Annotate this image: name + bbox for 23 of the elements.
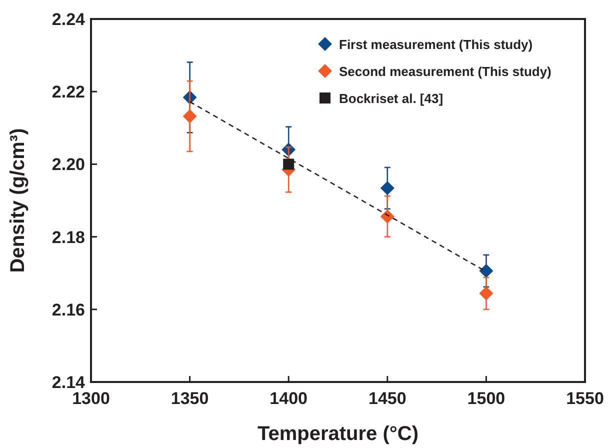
x-tick-label: 1500 [467,389,506,408]
y-tick-label: 2.22 [52,82,85,102]
y-tick-label: 2.14 [52,373,86,392]
y-tick-label: 2.20 [52,155,85,174]
x-tick-label: 1300 [72,389,110,408]
point [479,286,494,300]
x-tick-label: 1400 [270,389,308,408]
y-tick-label: 2.16 [52,300,85,320]
x-tick-label: 1350 [170,389,209,408]
point [283,158,294,170]
legend-label: First measurement (This study) [339,37,533,52]
y-axis-title: Density (g/cm³) [7,128,29,273]
point [479,264,494,278]
point [380,209,394,224]
point [380,181,394,196]
x-tick-label: 1450 [368,389,406,408]
point [182,109,197,124]
x-axis-title: Temperature (°C) [258,423,418,445]
y-tick-label: 2.18 [52,228,85,247]
x-tick-label: 1550 [566,389,604,408]
legend-label: Bockriset al. [43] [339,91,444,106]
legend-label: Second measurement (This study) [339,64,552,79]
y-tick-label: 2.24 [52,10,86,29]
